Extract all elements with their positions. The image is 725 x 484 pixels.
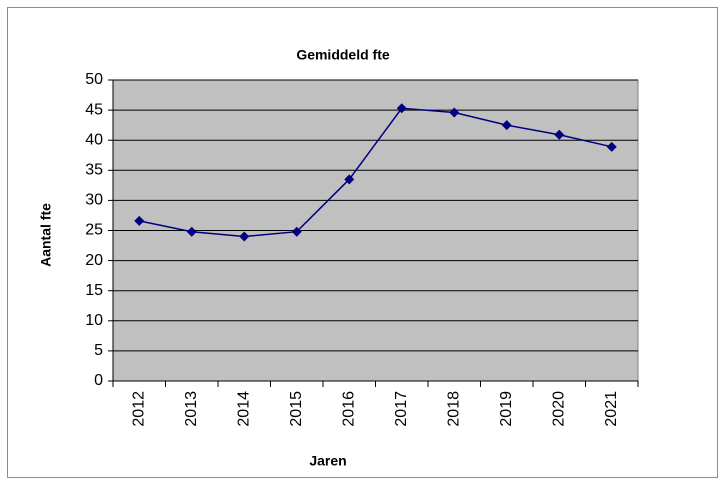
y-tick-label: 20 [85, 252, 103, 269]
data-marker [449, 107, 460, 118]
data-marker [291, 226, 302, 237]
y-tick-label: 30 [85, 192, 103, 209]
chart-title: Gemiddeld fte [296, 47, 390, 63]
y-tick-label: 10 [85, 312, 103, 329]
y-axis-label: Aantal fte [38, 203, 54, 267]
data-marker [396, 103, 407, 114]
y-tick-label: 35 [85, 162, 103, 179]
x-tick-label: 2014 [235, 391, 252, 427]
x-tick-label: 2018 [445, 391, 462, 427]
data-line [139, 107, 612, 238]
y-tick-label: 15 [85, 282, 103, 299]
x-tick-label: 2013 [183, 391, 200, 427]
data-marker [239, 231, 250, 242]
x-tick-label: 2017 [393, 391, 410, 427]
y-tick-label: 45 [85, 101, 103, 118]
x-tick-label: 2020 [550, 391, 567, 427]
y-tick-label: 40 [85, 131, 103, 148]
x-axis-label: Jaren [309, 453, 346, 469]
y-tick-label: 0 [94, 372, 103, 389]
x-tick-label: 2021 [603, 391, 620, 427]
data-marker [344, 174, 355, 185]
x-tick-label: 2016 [340, 391, 357, 427]
data-marker [501, 120, 512, 131]
y-tick-label: 25 [85, 222, 103, 239]
data-marker [554, 129, 565, 140]
x-tick-label: 2015 [288, 391, 305, 427]
data-marker [606, 141, 617, 152]
x-tick-label: 2012 [130, 391, 147, 427]
data-marker [134, 215, 145, 226]
data-marker [186, 226, 197, 237]
x-tick-label: 2019 [498, 391, 515, 427]
y-tick-label: 5 [94, 342, 103, 359]
y-tick-label: 50 [85, 71, 103, 88]
